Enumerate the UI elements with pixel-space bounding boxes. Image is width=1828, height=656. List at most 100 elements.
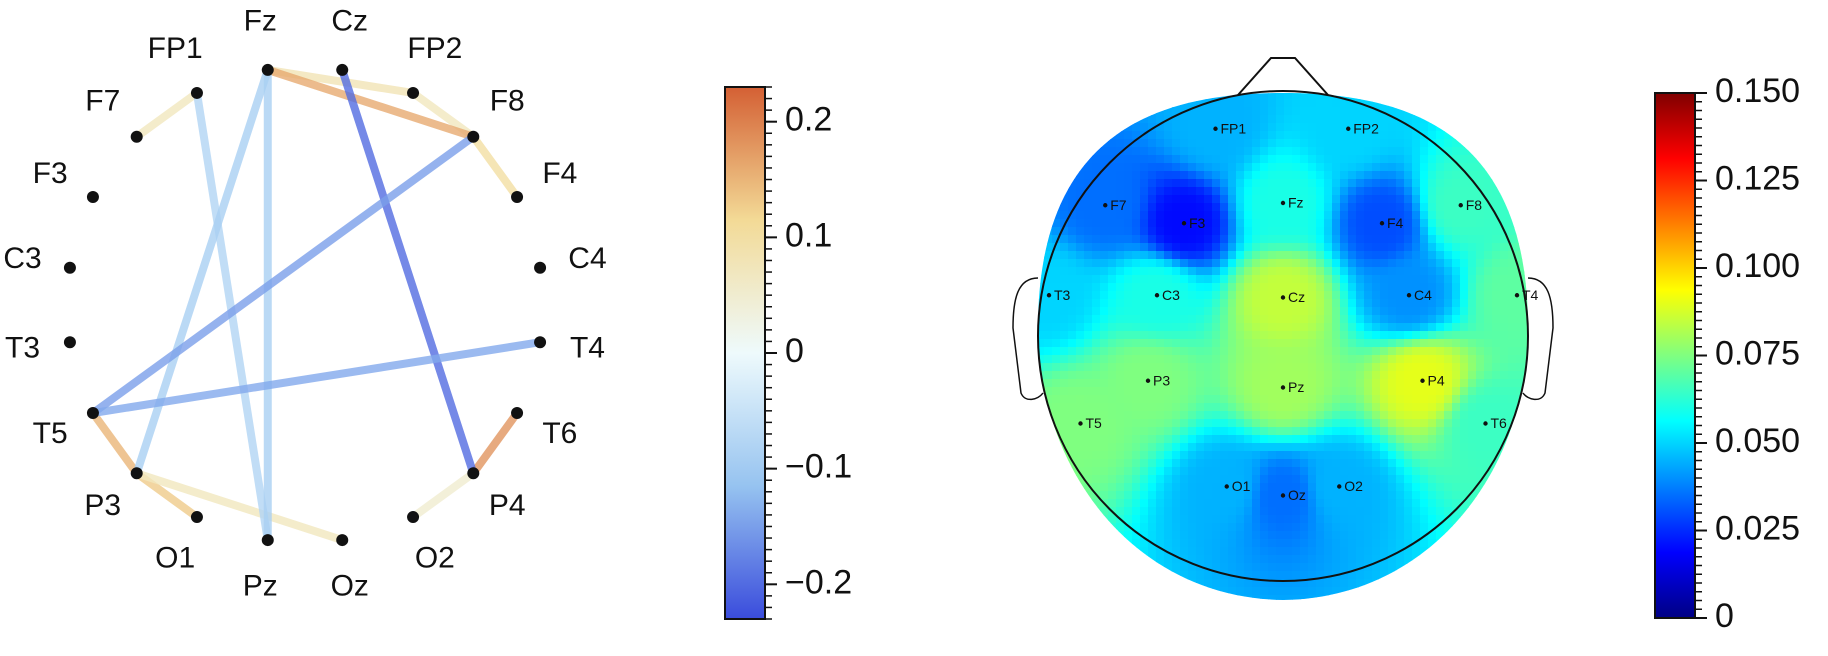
topomap-cell (1308, 347, 1317, 356)
topomap-cell (1244, 203, 1253, 212)
topomap-cell (1492, 299, 1501, 308)
head-outline (1037, 90, 1529, 582)
topomap-cell (1444, 259, 1453, 268)
topomap-cell (1340, 523, 1349, 532)
topomap-cell (1476, 555, 1485, 564)
topomap-cell (1276, 219, 1285, 228)
electrode-C3 (1154, 293, 1160, 298)
topomap-cell (1508, 283, 1517, 292)
topomap-cell (1532, 203, 1541, 212)
topomap-cell (1244, 339, 1253, 348)
topomap-cell (1116, 139, 1125, 148)
topomap-cell (1052, 515, 1061, 524)
topomap-cell (1076, 547, 1085, 556)
topomap-cell (1380, 267, 1389, 276)
topomap-cell (1492, 267, 1501, 276)
topomap-cell (1532, 363, 1541, 372)
topomap-cell (1164, 459, 1173, 468)
topomap-cell (1060, 603, 1069, 612)
topomap-cell (1276, 595, 1285, 600)
topomap-cell (1268, 499, 1277, 508)
topomap-cell (1204, 331, 1213, 340)
topomap-cell (1220, 571, 1229, 580)
topomap-cell (1108, 523, 1117, 532)
topomap-cell (1276, 235, 1285, 244)
topomap-cell (1268, 283, 1277, 292)
topomap-cell (1372, 331, 1381, 340)
topomap-cell (1132, 243, 1141, 252)
topomap-cell (1428, 307, 1437, 316)
topomap-cell (1372, 459, 1381, 468)
topomap-cell (1252, 93, 1261, 100)
topomap-cell (1468, 427, 1477, 436)
topomap-cell (1524, 315, 1528, 324)
topomap-cell (1412, 539, 1421, 548)
topomap-cell (1500, 579, 1509, 588)
topomap-cell (1476, 459, 1485, 468)
topomap-cell (1124, 283, 1133, 292)
topomap-cell (1332, 355, 1341, 364)
topomap-cell (1284, 475, 1293, 484)
topomap-cell (1060, 307, 1069, 316)
topomap-cell (1236, 595, 1245, 600)
topomap-cell (1308, 587, 1317, 596)
topomap-cell (1524, 291, 1528, 300)
topomap-cell (1460, 547, 1469, 556)
topomap-cell (1252, 347, 1261, 356)
topomap-cell (1172, 555, 1181, 564)
topomap-cell (1452, 443, 1461, 452)
topomap-cell (1428, 179, 1437, 188)
topomap-cell (1124, 339, 1133, 348)
topomap-cell (1124, 299, 1133, 308)
topomap-cell (1252, 291, 1261, 300)
topomap-cell (1364, 435, 1373, 444)
topomap-cell (1284, 315, 1293, 324)
topomap-cell (1196, 515, 1205, 524)
topomap-cell (1284, 371, 1293, 380)
topomap-cell (1324, 123, 1333, 132)
topomap-cell (1428, 299, 1437, 308)
topomap-cell (1084, 427, 1093, 436)
topomap-cell (1084, 283, 1093, 292)
topomap-cell (1084, 571, 1093, 580)
topomap-cell (1388, 371, 1397, 380)
topomap-cell (1332, 395, 1341, 404)
topomap-cell (1364, 379, 1373, 388)
topomap-cell (1052, 291, 1061, 300)
topomap-cell (1212, 171, 1221, 180)
topomap-cell (1132, 267, 1141, 276)
topomap-cell (1348, 547, 1357, 556)
topomap-cell (1356, 291, 1365, 300)
topomap-cell (1460, 259, 1469, 268)
topomap-cell (1038, 139, 1045, 148)
topomap-cell (1140, 235, 1149, 244)
topomap-cell (1220, 155, 1229, 164)
topomap-cell (1284, 139, 1293, 148)
topomap-cell (1412, 379, 1421, 388)
topomap-cell (1420, 467, 1429, 476)
topomap-cell (1292, 587, 1301, 596)
topomap-cell (1348, 371, 1357, 380)
topomap-cell (1092, 443, 1101, 452)
topomap-cell (1516, 563, 1525, 572)
topomap-cell (1356, 211, 1365, 220)
topomap-cell (1532, 347, 1541, 356)
topomap-cell (1316, 403, 1325, 412)
topomap-cell (1140, 115, 1149, 124)
topomap-cell (1236, 275, 1245, 284)
topomap-cell (1068, 99, 1077, 108)
topomap-cell (1372, 443, 1381, 452)
topomap-cell (1244, 507, 1253, 516)
topomap-cell (1436, 331, 1445, 340)
topomap-cell (1524, 571, 1528, 580)
topomap-cell (1252, 163, 1261, 172)
topomap-cell (1324, 323, 1333, 332)
topomap-cell (1468, 123, 1477, 132)
topomap-cell (1476, 83, 1485, 92)
topomap-cell (1420, 347, 1429, 356)
topomap-cell (1228, 99, 1237, 108)
topomap-cell (1220, 299, 1229, 308)
topomap-cell (1532, 195, 1541, 204)
topomap-cell (1132, 211, 1141, 220)
node-C3 (63, 261, 76, 274)
